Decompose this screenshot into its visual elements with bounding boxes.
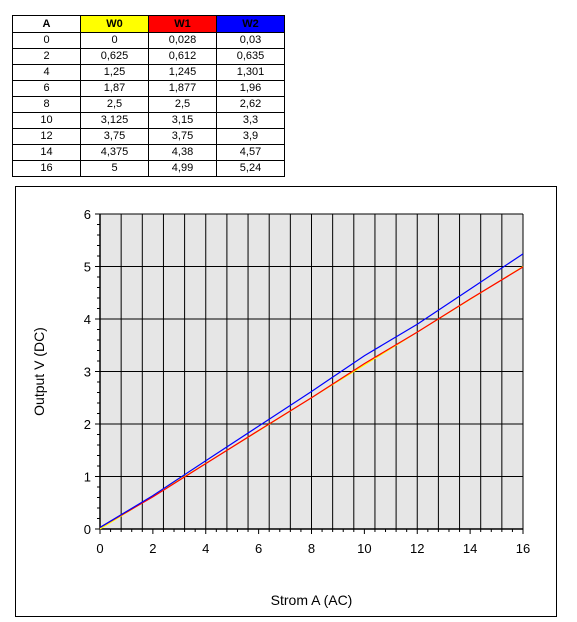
table-cell: 4,57 [216, 144, 285, 161]
table-row: 8 2,5 2,5 2,62 [12, 96, 285, 113]
table-row: 0 0 0,028 0,03 [12, 32, 285, 49]
table-header-a: A [12, 15, 81, 33]
table-cell: 6 [12, 80, 81, 97]
table-cell: 2,5 [80, 96, 149, 113]
y-tick-label: 2 [84, 417, 91, 432]
table-cell: 16 [12, 160, 81, 177]
table-cell: 2,62 [216, 96, 285, 113]
x-tick-label: 6 [255, 541, 262, 556]
chart-frame: 0 1 2 3 4 5 6 0 2 4 6 8 10 12 14 16 Strom A (AC) Output V… [15, 186, 557, 617]
table-header-w2: W2 [216, 15, 285, 33]
table-row: 6 1,87 1,877 1,96 [12, 80, 285, 97]
table-cell: 3,75 [80, 128, 149, 145]
data-table: A W0 W1 W2 0 0 0,028 0,03 2 0,625 0,612 0,635 4 1,25… [12, 15, 285, 177]
table-row: 14 4,375 4,38 4,57 [12, 144, 285, 161]
table-cell: 4,38 [148, 144, 217, 161]
table-cell: 1,301 [216, 64, 285, 81]
table-cell: 3,125 [80, 112, 149, 129]
table-header-w1: W1 [148, 15, 217, 33]
x-tick-label: 10 [357, 541, 371, 556]
table-cell: 8 [12, 96, 81, 113]
table-header-row: A W0 W1 W2 [12, 15, 285, 33]
x-tick-label: 0 [96, 541, 103, 556]
y-tick-label: 4 [84, 312, 91, 327]
x-tick-label: 2 [149, 541, 156, 556]
x-tick-label: 4 [202, 541, 209, 556]
table-cell: 1,245 [148, 64, 217, 81]
x-axis-title: Strom A (AC) [271, 592, 353, 608]
series-line-w2 [99, 253, 524, 528]
table-cell: 2 [12, 48, 81, 65]
y-tick-label: 6 [84, 207, 91, 222]
table-cell: 0,635 [216, 48, 285, 65]
x-tick-label: 8 [308, 541, 315, 556]
table-cell: 1,25 [80, 64, 149, 81]
table-cell: 1,87 [80, 80, 149, 97]
table-header-w0: W0 [80, 15, 149, 33]
table-row: 2 0,625 0,612 0,635 [12, 48, 285, 65]
y-tick-label: 0 [84, 522, 91, 537]
table-row: 12 3,75 3,75 3,9 [12, 128, 285, 145]
y-tick-label: 5 [84, 260, 91, 275]
table-cell: 0,612 [148, 48, 217, 65]
table-cell: 0 [12, 32, 81, 49]
table-cell: 5 [80, 160, 149, 177]
table-row: 4 1,25 1,245 1,301 [12, 64, 285, 81]
x-tick-label: 16 [516, 541, 530, 556]
table-cell: 4,375 [80, 144, 149, 161]
table-cell: 3,9 [216, 128, 285, 145]
table-cell: 3,15 [148, 112, 217, 129]
table-cell: 10 [12, 112, 81, 129]
table-cell: 12 [12, 128, 81, 145]
table-cell: 5,24 [216, 160, 285, 177]
table-cell: 0,028 [148, 32, 217, 49]
table-cell: 3,75 [148, 128, 217, 145]
series-line-w1 [99, 266, 524, 529]
x-tick-label: 12 [410, 541, 424, 556]
table-row: 16 5 4,99 5,24 [12, 160, 285, 177]
table-cell: 4,99 [148, 160, 217, 177]
y-tick-label: 1 [84, 470, 91, 485]
table-cell: 14 [12, 144, 81, 161]
table-cell: 3,3 [216, 112, 285, 129]
y-tick-label: 3 [84, 365, 91, 380]
table-cell: 0,03 [216, 32, 285, 49]
x-tick-label: 14 [463, 541, 477, 556]
table-cell: 0 [80, 32, 149, 49]
table-cell: 1,877 [148, 80, 217, 97]
table-cell: 2,5 [148, 96, 217, 113]
table-cell: 1,96 [216, 80, 285, 97]
table-cell: 0,625 [80, 48, 149, 65]
y-axis-title: Output V (DC) [31, 327, 47, 416]
table-cell: 4 [12, 64, 81, 81]
table-row: 10 3,125 3,15 3,3 [12, 112, 285, 129]
